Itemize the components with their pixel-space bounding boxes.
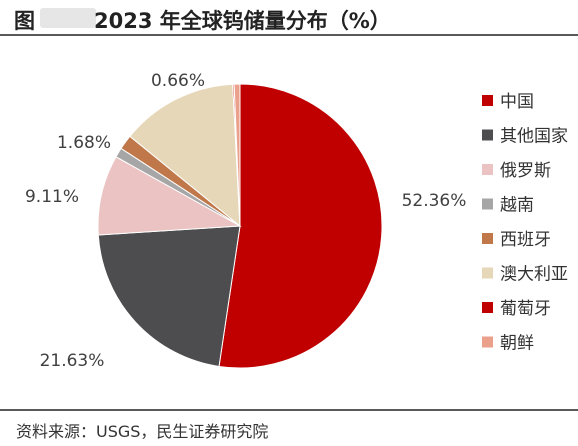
title-bar: 图 2023 年全球钨储量分布（%） <box>0 0 578 36</box>
legend-label-3: 越南 <box>500 196 534 216</box>
pie-slice-7 <box>233 83 241 227</box>
legend-label-7: 朝鲜 <box>500 334 534 354</box>
legend-swatch-5 <box>482 267 493 279</box>
data-label-7: 0.66% <box>151 71 205 91</box>
legend-label-2: 俄罗斯 <box>500 161 551 181</box>
legend-swatch-6 <box>482 302 493 313</box>
redacted-block <box>40 8 96 28</box>
chart-title: 2023 年全球钨储量分布（%） <box>94 9 391 33</box>
data-label-0: 52.36% <box>402 191 467 211</box>
footer-divider <box>0 409 578 411</box>
chart-area: 52.36% 21.63% 9.11% 1.68% 0.66% 中国其他国家俄罗斯越南西班… <box>0 40 578 408</box>
pie-slice-1 <box>97 225 241 368</box>
pie-slice-5 <box>129 83 241 228</box>
legend-label-4: 西班牙 <box>500 230 551 250</box>
pie-slice-0 <box>218 83 383 369</box>
legend-swatch-0 <box>482 95 493 106</box>
legend-swatch-7 <box>482 336 493 348</box>
legend-swatch-2 <box>482 164 493 175</box>
legend-swatch-3 <box>482 198 493 210</box>
legend-label-6: 葡萄牙 <box>500 299 551 319</box>
pie-slice-2 <box>97 156 242 236</box>
legend-label-5: 澳大利亚 <box>500 265 568 285</box>
data-label-2: 9.11% <box>25 187 79 207</box>
legend-label-0: 中国 <box>500 92 534 112</box>
pie-chart: 52.36% 21.63% 9.11% 1.68% 0.66% 中国其他国家俄罗斯越南西班… <box>25 71 568 371</box>
legend-swatch-4 <box>482 233 493 244</box>
source-note: 资料来源：USGS，民生证券研究院 <box>16 422 269 441</box>
data-label-1: 21.63% <box>40 351 105 371</box>
data-label-4: 1.68% <box>57 133 111 153</box>
legend-label-1: 其他国家 <box>500 127 568 147</box>
legend-swatch-1 <box>482 129 493 141</box>
figure-prefix: 图 <box>14 9 35 33</box>
